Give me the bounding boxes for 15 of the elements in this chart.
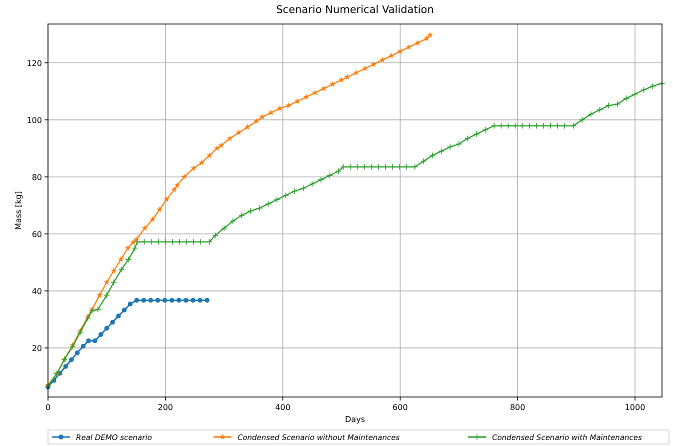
y-tick-label: 40 [32, 286, 42, 296]
x-tick-label: 600 [392, 403, 408, 412]
x-tick-label: 200 [158, 403, 174, 412]
y-tick-label: 60 [32, 230, 42, 239]
x-tick-label: 0 [45, 403, 51, 412]
x-axis-title: Days [345, 415, 365, 424]
x-tick-label: 400 [275, 403, 290, 412]
y-tick-label: 100 [26, 116, 42, 125]
chart-title: Scenario Numerical Validation [276, 4, 434, 16]
y-tick-label: 80 [32, 172, 42, 182]
x-tick-label: 800 [510, 403, 526, 412]
y-tick-label: 20 [32, 344, 42, 353]
y-tick-label: 120 [26, 58, 42, 68]
y-axis-title: Mass [kg] [14, 191, 23, 230]
x-tick-label: 1000 [624, 403, 646, 412]
